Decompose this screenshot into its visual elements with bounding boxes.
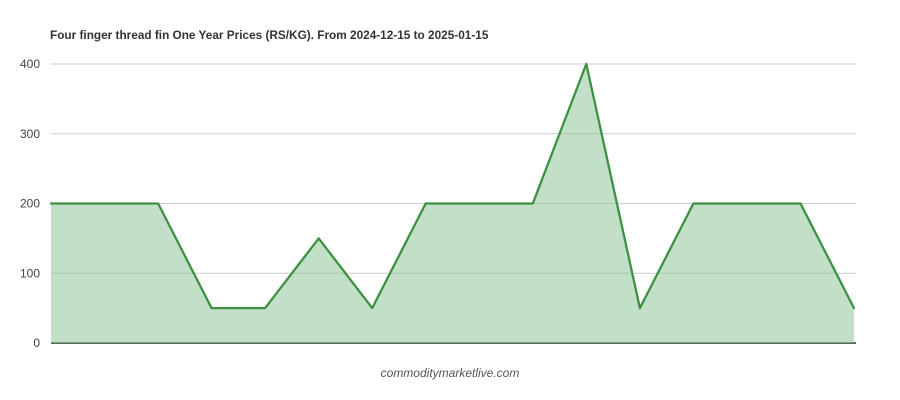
svg-text:0: 0 [33, 336, 40, 350]
svg-text:400: 400 [20, 57, 40, 71]
svg-text:200: 200 [20, 197, 40, 211]
svg-text:100: 100 [20, 266, 40, 280]
svg-text:300: 300 [20, 127, 40, 141]
